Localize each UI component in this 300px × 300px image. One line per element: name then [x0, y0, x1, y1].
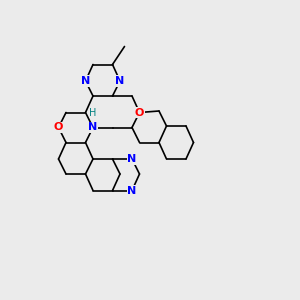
Text: H: H: [89, 107, 97, 118]
Text: N: N: [128, 154, 136, 164]
Text: O: O: [54, 122, 63, 133]
Text: N: N: [116, 76, 124, 86]
Text: N: N: [81, 76, 90, 86]
Text: N: N: [88, 122, 98, 133]
Text: O: O: [135, 107, 144, 118]
Text: N: N: [128, 185, 136, 196]
